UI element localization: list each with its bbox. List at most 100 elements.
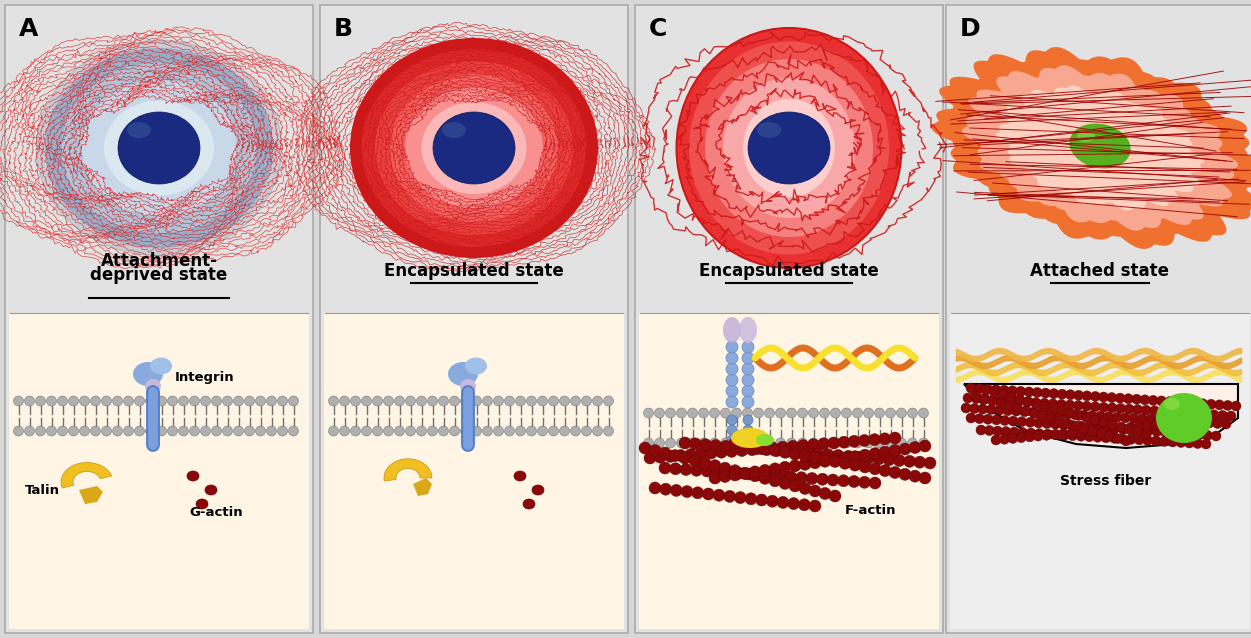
Circle shape — [731, 441, 742, 453]
Circle shape — [749, 466, 761, 478]
Circle shape — [1073, 410, 1083, 420]
Circle shape — [924, 457, 936, 469]
Circle shape — [858, 476, 871, 488]
Text: D: D — [960, 17, 981, 41]
Circle shape — [988, 395, 998, 404]
Circle shape — [1135, 422, 1145, 431]
Polygon shape — [932, 47, 1251, 249]
Circle shape — [1167, 419, 1177, 428]
Circle shape — [384, 396, 394, 406]
Circle shape — [848, 435, 861, 447]
Circle shape — [1098, 417, 1108, 427]
Circle shape — [124, 396, 134, 406]
Circle shape — [1060, 430, 1070, 440]
Circle shape — [1148, 396, 1158, 405]
Circle shape — [726, 445, 738, 457]
Circle shape — [797, 438, 807, 448]
Ellipse shape — [689, 41, 889, 255]
Circle shape — [394, 426, 404, 436]
Ellipse shape — [532, 485, 544, 495]
Circle shape — [709, 438, 719, 448]
Ellipse shape — [460, 379, 475, 393]
Circle shape — [749, 470, 761, 482]
Circle shape — [852, 408, 862, 418]
Circle shape — [839, 452, 851, 464]
Circle shape — [234, 396, 244, 406]
Polygon shape — [384, 459, 432, 481]
Circle shape — [644, 452, 656, 464]
Circle shape — [798, 499, 811, 511]
Circle shape — [789, 480, 801, 492]
Circle shape — [842, 450, 854, 463]
Ellipse shape — [739, 317, 757, 343]
Bar — [946, 5, 1251, 633]
Circle shape — [362, 396, 372, 406]
Ellipse shape — [448, 362, 478, 386]
Ellipse shape — [362, 49, 587, 247]
Circle shape — [1110, 424, 1120, 434]
Circle shape — [1067, 431, 1077, 441]
Circle shape — [874, 438, 884, 448]
Circle shape — [849, 459, 861, 471]
Circle shape — [838, 436, 849, 448]
Circle shape — [797, 408, 807, 418]
Circle shape — [972, 394, 982, 404]
Circle shape — [1016, 433, 1026, 443]
Ellipse shape — [36, 40, 281, 255]
Ellipse shape — [706, 59, 873, 237]
Ellipse shape — [375, 61, 573, 235]
Circle shape — [819, 438, 829, 448]
Ellipse shape — [1077, 130, 1095, 142]
Circle shape — [643, 438, 653, 448]
Circle shape — [1051, 429, 1061, 440]
Circle shape — [1003, 406, 1013, 415]
Circle shape — [666, 438, 676, 448]
Circle shape — [405, 426, 415, 436]
Ellipse shape — [405, 88, 543, 208]
Circle shape — [991, 435, 1001, 445]
Circle shape — [849, 450, 861, 463]
Circle shape — [1076, 421, 1086, 431]
Circle shape — [809, 500, 821, 512]
Circle shape — [829, 454, 841, 466]
Circle shape — [799, 458, 811, 470]
Ellipse shape — [433, 112, 515, 184]
Circle shape — [25, 396, 35, 406]
Circle shape — [1160, 436, 1170, 447]
Circle shape — [1042, 429, 1052, 439]
Circle shape — [988, 396, 997, 406]
Circle shape — [699, 439, 712, 450]
Circle shape — [1192, 409, 1202, 419]
Circle shape — [1195, 430, 1205, 440]
Circle shape — [689, 455, 701, 466]
Circle shape — [698, 408, 708, 418]
Text: C: C — [649, 17, 667, 41]
Circle shape — [1050, 429, 1060, 440]
Circle shape — [742, 385, 754, 397]
Circle shape — [696, 448, 707, 460]
Circle shape — [255, 426, 265, 436]
Circle shape — [919, 472, 931, 484]
Circle shape — [698, 438, 708, 448]
Ellipse shape — [145, 379, 161, 393]
Ellipse shape — [757, 122, 781, 138]
Circle shape — [787, 438, 797, 448]
Circle shape — [681, 486, 693, 498]
Circle shape — [828, 437, 839, 449]
Circle shape — [1033, 418, 1043, 428]
Circle shape — [1126, 425, 1136, 434]
Circle shape — [742, 352, 754, 364]
Ellipse shape — [452, 128, 497, 168]
Text: deprived state: deprived state — [90, 266, 228, 284]
Circle shape — [779, 461, 791, 473]
Circle shape — [729, 464, 741, 477]
Circle shape — [278, 396, 288, 406]
Circle shape — [1117, 423, 1127, 433]
Circle shape — [515, 426, 525, 436]
Text: B: B — [334, 17, 353, 41]
Ellipse shape — [133, 362, 163, 386]
Circle shape — [889, 445, 901, 457]
Circle shape — [472, 396, 482, 406]
Circle shape — [527, 426, 537, 436]
Circle shape — [869, 463, 881, 475]
